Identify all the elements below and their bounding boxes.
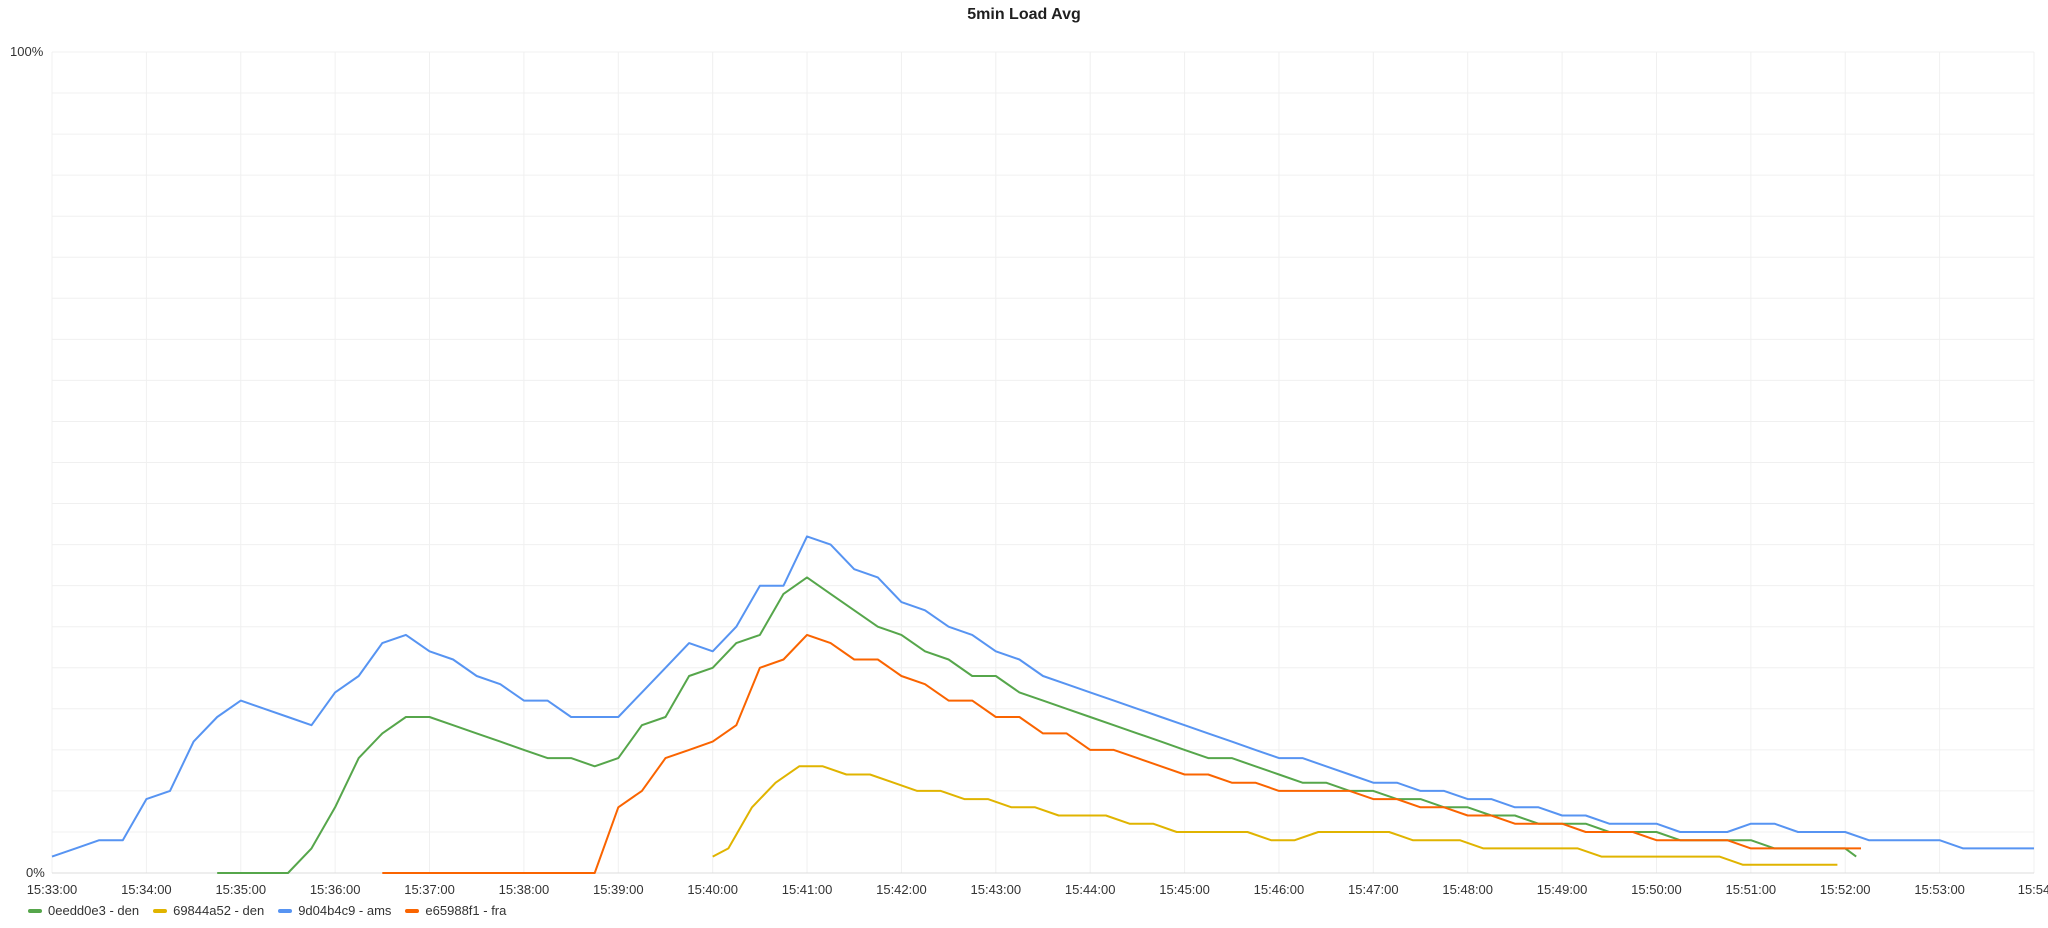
series-line xyxy=(51,535,2034,858)
x-tick-label: 15:48:00 xyxy=(1442,882,1493,897)
series-line xyxy=(712,765,1838,866)
legend-label: 9d04b4c9 - ams xyxy=(298,903,392,918)
legend-item[interactable]: 69844a52 - den xyxy=(153,903,264,918)
x-tick-label: 15:52:00 xyxy=(1820,882,1871,897)
x-tick-label: 15:49:00 xyxy=(1537,882,1588,897)
x-tick-label: 15:39:00 xyxy=(593,882,644,897)
legend-swatch xyxy=(153,908,168,913)
x-tick-label: 15:40:00 xyxy=(687,882,738,897)
x-tick-label: 15:44:00 xyxy=(1065,882,1116,897)
x-tick-label: 15:41:00 xyxy=(782,882,833,897)
x-tick-label: 15:34:00 xyxy=(121,882,172,897)
legend-swatch xyxy=(278,908,293,913)
x-tick-label: 15:36:00 xyxy=(310,882,361,897)
legend-item[interactable]: 9d04b4c9 - ams xyxy=(278,903,391,918)
legend-swatch xyxy=(405,908,420,913)
legend: 0eedd0e3 - den 69844a52 - den 9d04b4c9 - a… xyxy=(28,903,506,918)
x-tick-label: 15:50:00 xyxy=(1631,882,1682,897)
series-line xyxy=(217,576,1857,874)
series-line xyxy=(382,633,1861,874)
x-tick-label: 15:46:00 xyxy=(1254,882,1305,897)
x-tick-label: 15:35:00 xyxy=(215,882,266,897)
x-tick-label: 15:42:00 xyxy=(876,882,927,897)
x-tick-label: 15:33:00 xyxy=(27,882,78,897)
legend-item[interactable]: e65988f1 - fra xyxy=(405,903,506,918)
legend-label: 0eedd0e3 - den xyxy=(48,903,140,918)
legend-item[interactable]: 0eedd0e3 - den xyxy=(28,903,139,918)
x-tick-label: 15:38:00 xyxy=(499,882,550,897)
legend-label: 69844a52 - den xyxy=(173,903,265,918)
x-tick-label: 15:45:00 xyxy=(1159,882,1210,897)
x-tick-label: 15:51:00 xyxy=(1726,882,1777,897)
y-tick-label-max: 100% xyxy=(10,44,44,59)
legend-swatch xyxy=(28,908,42,913)
x-tick-label: 15:53:00 xyxy=(1914,882,1965,897)
chart-title: 5min Load Avg xyxy=(967,6,1081,23)
x-tick-label: 15:54 xyxy=(2018,882,2048,897)
x-tick-label: 15:43:00 xyxy=(971,882,1022,897)
y-tick-label-min: 0% xyxy=(26,865,45,880)
x-tick-label: 15:47:00 xyxy=(1348,882,1399,897)
legend-label: e65988f1 - fra xyxy=(425,903,507,918)
x-tick-label: 15:37:00 xyxy=(404,882,455,897)
